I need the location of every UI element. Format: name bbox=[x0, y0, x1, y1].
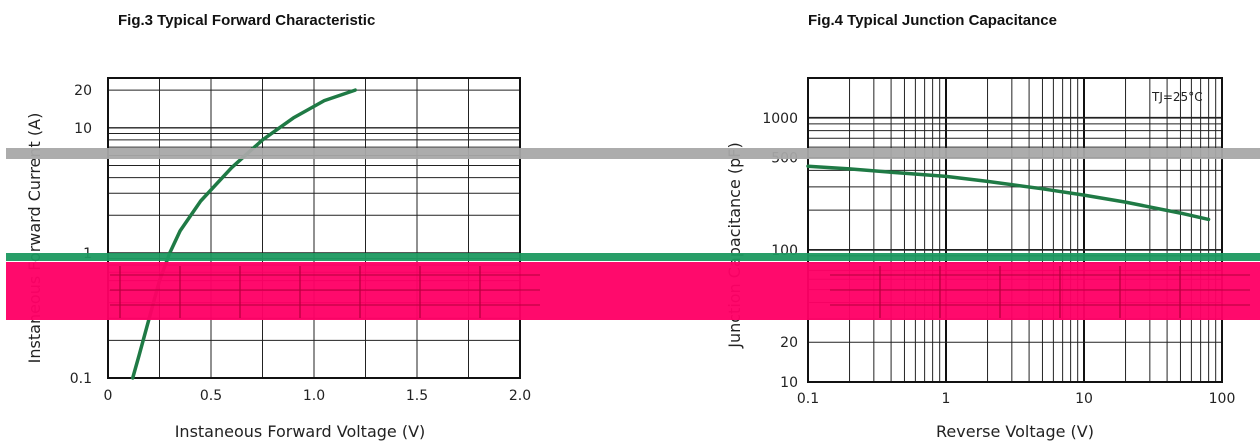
fig4-ytick-label: 20 bbox=[780, 335, 798, 351]
fig4-capacitance-curve bbox=[806, 164, 1211, 222]
fig4-xtick-label: 10 bbox=[1075, 391, 1093, 407]
red-band bbox=[6, 262, 1260, 320]
fig4-xlabel: Reverse Voltage (V) bbox=[936, 422, 1094, 441]
fig3-forward-curve bbox=[130, 88, 357, 380]
gray-band bbox=[6, 148, 1260, 159]
fig4-ytick-label: 1000 bbox=[762, 111, 798, 127]
fig4-xtick-label: 1 bbox=[942, 391, 951, 407]
fig4-frame bbox=[807, 77, 1223, 383]
fig4-xtick-label: 0.1 bbox=[797, 391, 819, 407]
fig3-xtick-label: 1.0 bbox=[303, 388, 325, 404]
fig3-xtick-label: 0.5 bbox=[200, 388, 222, 404]
fig3-xtick-label: 2.0 bbox=[509, 388, 531, 404]
fig4-ytick-label: 10 bbox=[780, 375, 798, 391]
fig3-ytick-label: 20 bbox=[74, 83, 92, 99]
green-band bbox=[6, 253, 1260, 261]
fig3-xtick-label: 1.5 bbox=[406, 388, 428, 404]
fig3-ytick-label: 10 bbox=[74, 121, 92, 137]
fig3-xlabel: Instaneous Forward Voltage (V) bbox=[175, 422, 426, 441]
fig3-title: Fig.3 Typical Forward Characteristic bbox=[118, 12, 375, 29]
overlay-bands bbox=[6, 148, 1260, 320]
fig4-xtick-label: 100 bbox=[1209, 391, 1236, 407]
fig3-ytick-label: 0.1 bbox=[70, 371, 92, 387]
fig3-xtick-label: 0 bbox=[104, 388, 113, 404]
fig4-plot: 0.111010010201005001000 bbox=[762, 77, 1236, 407]
fig3-plot: 00.51.01.52.00.111020 bbox=[70, 77, 531, 404]
fig4-temperature-annotation: TJ=25°C bbox=[1151, 90, 1203, 104]
fig3-frame bbox=[107, 77, 521, 379]
fig4-title: Fig.4 Typical Junction Capacitance bbox=[808, 12, 1057, 29]
